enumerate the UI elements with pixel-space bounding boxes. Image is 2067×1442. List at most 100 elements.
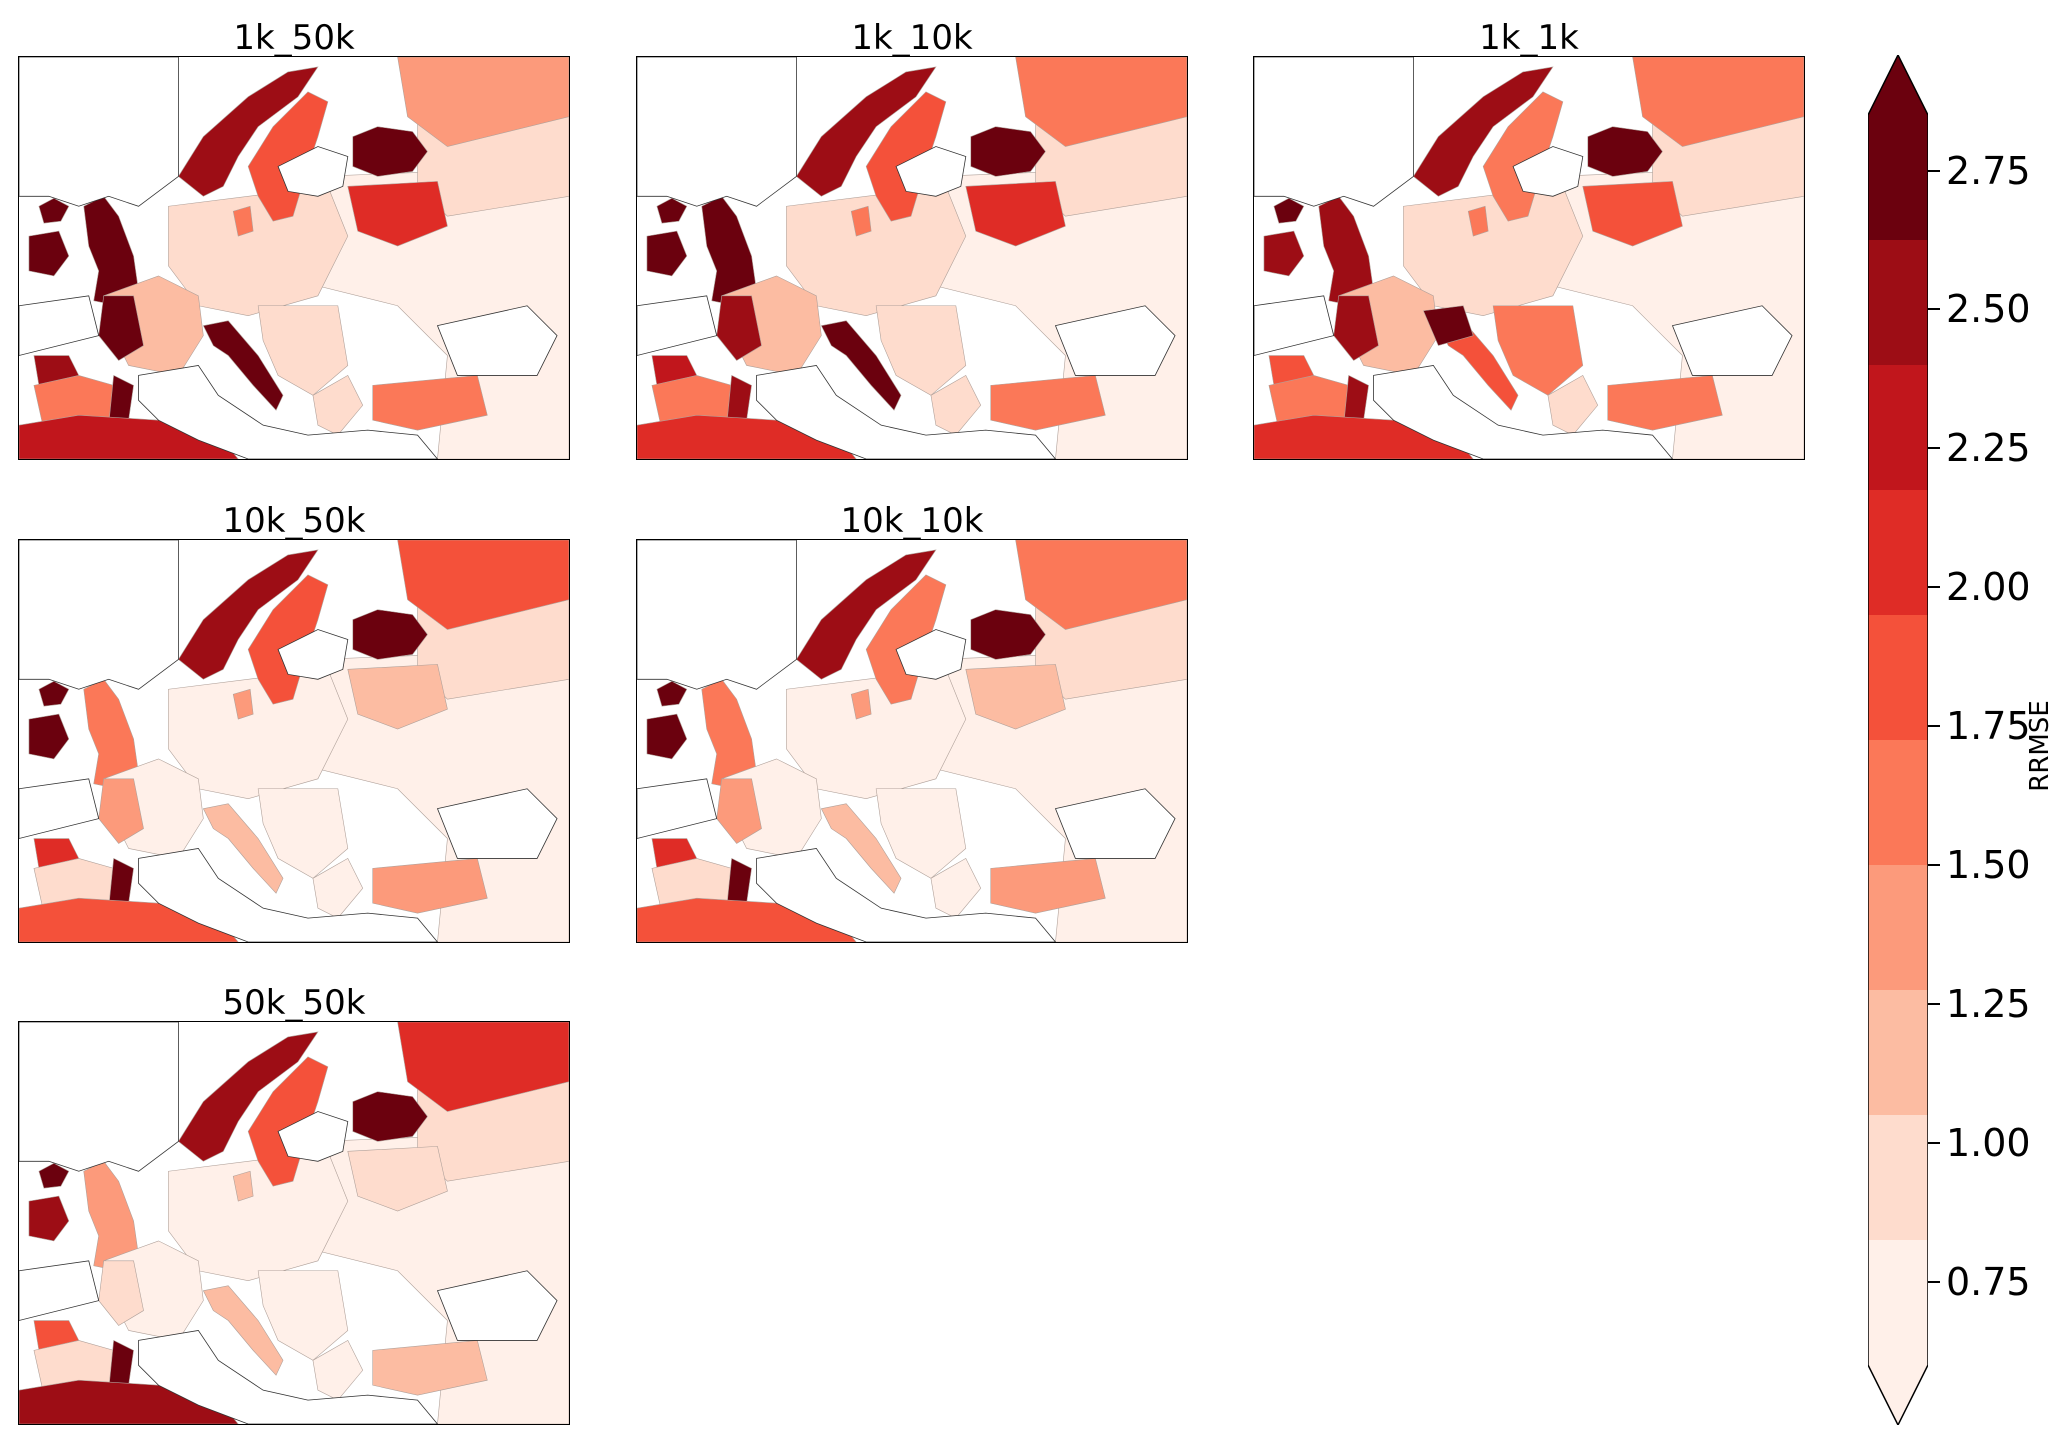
- map-region-balt: [965, 181, 1066, 247]
- colorbar-tick: [1928, 864, 1940, 866]
- map-region-italy: [820, 803, 902, 894]
- map-region-italy: [1437, 320, 1519, 411]
- colorbar: [1868, 55, 1928, 1425]
- map-water: [1373, 365, 1673, 459]
- colorbar-tick-label: 2.75: [1946, 148, 2031, 193]
- map-region-russia-nw: [397, 1022, 569, 1112]
- map-region-balt: [347, 1146, 448, 1212]
- map-region-ireland: [1263, 230, 1305, 277]
- map-water: [1254, 57, 1414, 207]
- map-region-balt: [347, 181, 448, 247]
- map-region-turkey: [990, 858, 1106, 914]
- map-frame: [636, 56, 1188, 460]
- map-region-denmark: [1467, 205, 1489, 237]
- map-water: [1054, 788, 1176, 859]
- colorbar-bin: [1868, 990, 1928, 1116]
- map-water: [277, 629, 349, 680]
- map-panel: 1k_50k: [18, 18, 570, 460]
- map-region-norway: [796, 66, 937, 197]
- colorbar-tick-label: 0.75: [1946, 1259, 2031, 1304]
- colorbar-tick: [1928, 586, 1940, 589]
- map-frame: [636, 539, 1188, 943]
- europe-map: [19, 540, 569, 942]
- map-water: [1671, 305, 1793, 376]
- panel-title: 1k_10k: [851, 18, 973, 58]
- map-water: [138, 848, 438, 942]
- map-region-france-w: [98, 778, 144, 844]
- map-region-ireland: [646, 713, 688, 760]
- map-frame: [1253, 56, 1805, 460]
- map-region-turkey: [372, 375, 488, 431]
- colorbar-tick: [1928, 1002, 1940, 1005]
- colorbar-bin: [1868, 615, 1928, 741]
- map-region-turkey: [372, 1340, 488, 1396]
- map-region-denmark: [232, 1170, 254, 1202]
- map-water: [637, 295, 718, 356]
- map-region-denmark: [850, 205, 872, 237]
- map-water: [436, 305, 558, 376]
- map-water: [277, 1111, 349, 1162]
- map-region-italy: [820, 320, 902, 411]
- colorbar-extend-high: [1868, 55, 1928, 115]
- map-region-norway: [1413, 66, 1554, 197]
- map-water: [637, 57, 797, 207]
- map-panel: 1k_10k: [636, 18, 1188, 460]
- colorbar-bin: [1868, 240, 1928, 366]
- europe-map: [1254, 57, 1804, 459]
- colorbar-tick: [1928, 169, 1940, 172]
- map-region-denmark: [850, 688, 872, 720]
- map-water: [1512, 146, 1584, 197]
- europe-map: [637, 57, 1187, 459]
- colorbar-tick-label: 1.25: [1946, 981, 2031, 1026]
- map-region-finland: [352, 126, 428, 177]
- map-water: [19, 778, 100, 839]
- colorbar-tick-label: 2.25: [1946, 426, 2031, 471]
- map-region-iceland: [656, 680, 688, 707]
- map-region-iceland: [656, 197, 688, 224]
- colorbar-bin: [1868, 1240, 1928, 1366]
- colorbar-tick: [1928, 447, 1940, 450]
- map-water: [1054, 305, 1176, 376]
- colorbar-tick-label: 2.50: [1946, 287, 2031, 332]
- colorbar-tick: [1928, 725, 1940, 728]
- map-water: [756, 848, 1056, 942]
- map-region-ireland: [28, 1195, 70, 1242]
- map-region-france-w: [98, 1260, 144, 1326]
- map-water: [436, 1270, 558, 1341]
- map-region-norway: [178, 1031, 319, 1162]
- map-frame: [18, 539, 570, 943]
- map-frame: [18, 56, 570, 460]
- map-region-iceland: [38, 1162, 70, 1189]
- map-panel: 50k_50k: [18, 983, 570, 1425]
- map-panel: 1k_1k: [1253, 18, 1805, 460]
- colorbar-bin: [1868, 115, 1928, 241]
- map-region-france-w: [98, 295, 144, 361]
- panel-title: 10k_10k: [840, 501, 984, 541]
- map-region-russia-nw: [1015, 540, 1187, 630]
- europe-map: [19, 57, 569, 459]
- map-water: [277, 146, 349, 197]
- map-region-italy: [202, 803, 284, 894]
- map-region-iceland: [38, 680, 70, 707]
- map-water: [19, 540, 179, 690]
- map-region-balt: [965, 664, 1066, 730]
- map-water: [895, 629, 967, 680]
- panel-title: 10k_50k: [222, 501, 366, 541]
- europe-map: [19, 1022, 569, 1424]
- map-region-italy: [202, 1285, 284, 1376]
- map-water: [895, 146, 967, 197]
- map-region-denmark: [232, 205, 254, 237]
- map-region-france-w: [716, 778, 762, 844]
- colorbar-bin: [1868, 365, 1928, 491]
- map-region-greece: [312, 1340, 364, 1401]
- map-region-alps: [1422, 305, 1474, 346]
- map-water: [1254, 295, 1335, 356]
- map-region-balt: [347, 664, 448, 730]
- colorbar-tick: [1928, 1280, 1940, 1283]
- colorbar-extend-low: [1868, 1365, 1928, 1425]
- map-region-ireland: [28, 713, 70, 760]
- map-frame: [18, 1021, 570, 1425]
- map-region-turkey: [990, 375, 1106, 431]
- map-region-greece: [930, 858, 982, 919]
- colorbar-tick: [1928, 308, 1940, 311]
